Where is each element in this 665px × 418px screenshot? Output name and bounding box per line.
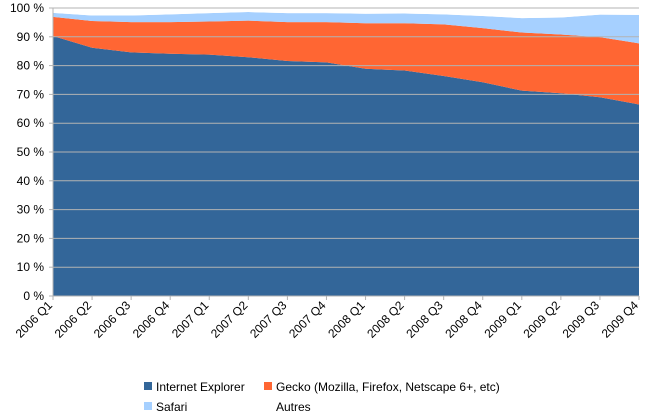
- y-tick-label: 30 %: [17, 203, 45, 217]
- axes: [49, 7, 640, 300]
- x-tick-label: 2009 Q4: [599, 298, 642, 341]
- y-tick-label: 100 %: [10, 1, 44, 15]
- x-tick-label: 2006 Q3: [91, 298, 134, 341]
- x-tick-label: 2006 Q4: [130, 298, 173, 341]
- x-tick-label: 2009 Q2: [521, 298, 564, 341]
- x-tick-label: 2009 Q3: [560, 298, 603, 341]
- legend-label: Internet Explorer: [156, 380, 245, 394]
- y-tick-label: 40 %: [17, 174, 45, 188]
- y-tick-label: 10 %: [17, 260, 45, 274]
- x-tick-label: 2007 Q2: [208, 298, 251, 341]
- legend-item-internet-explorer: Internet Explorer: [144, 380, 245, 394]
- area-gecko-mozilla-firefox-netscape-6-etc: [53, 16, 639, 105]
- x-tick-label: 2006 Q2: [52, 298, 95, 341]
- legend-swatch: [144, 382, 152, 390]
- x-tick-label: 2008 Q3: [403, 298, 446, 341]
- legend: Internet Explorer Gecko (Mozilla, Firefox…: [144, 380, 500, 414]
- legend-item-autres: Autres: [276, 400, 311, 414]
- legend-label: Autres: [276, 400, 311, 414]
- legend-label: Gecko (Mozilla, Firefox, Netscape 6+, et…: [276, 380, 500, 394]
- y-tick-label: 60 %: [17, 116, 45, 130]
- x-tick-label: 2008 Q2: [364, 298, 407, 341]
- x-tick-label: 2007 Q1: [169, 298, 212, 341]
- x-tick-label: 2007 Q3: [247, 298, 290, 341]
- x-tick-label: 2007 Q4: [286, 298, 329, 341]
- y-tick-label: 0 %: [23, 289, 44, 303]
- y-tick-label: 20 %: [17, 231, 45, 245]
- legend-item-safari: Safari: [144, 400, 187, 414]
- y-tick-label: 80 %: [17, 59, 45, 73]
- x-tick-label: 2009 Q1: [481, 298, 524, 341]
- x-tick-label: 2006 Q1: [13, 298, 56, 341]
- area-internet-explorer: [53, 35, 639, 296]
- legend-swatch: [144, 402, 152, 410]
- area-autres: [53, 8, 639, 19]
- x-tick-label: 2008 Q4: [442, 298, 485, 341]
- y-tick-labels: 0 % 10 % 20 % 30 % 40 % 50 % 60 % 70 % 80 % 90 % 1…: [10, 1, 44, 303]
- y-tick-label: 90 %: [17, 30, 45, 44]
- y-tick-label: 50 %: [17, 145, 45, 159]
- area-series: [53, 8, 639, 296]
- legend-item-gecko-mozilla-firefox-netscape-6-etc: Gecko (Mozilla, Firefox, Netscape 6+, et…: [264, 380, 500, 394]
- legend-label: Safari: [156, 400, 187, 414]
- area-safari: [53, 12, 639, 44]
- y-tick-label: 70 %: [17, 87, 45, 101]
- legend-swatch: [264, 382, 272, 390]
- x-tick-label: 2008 Q1: [325, 298, 368, 341]
